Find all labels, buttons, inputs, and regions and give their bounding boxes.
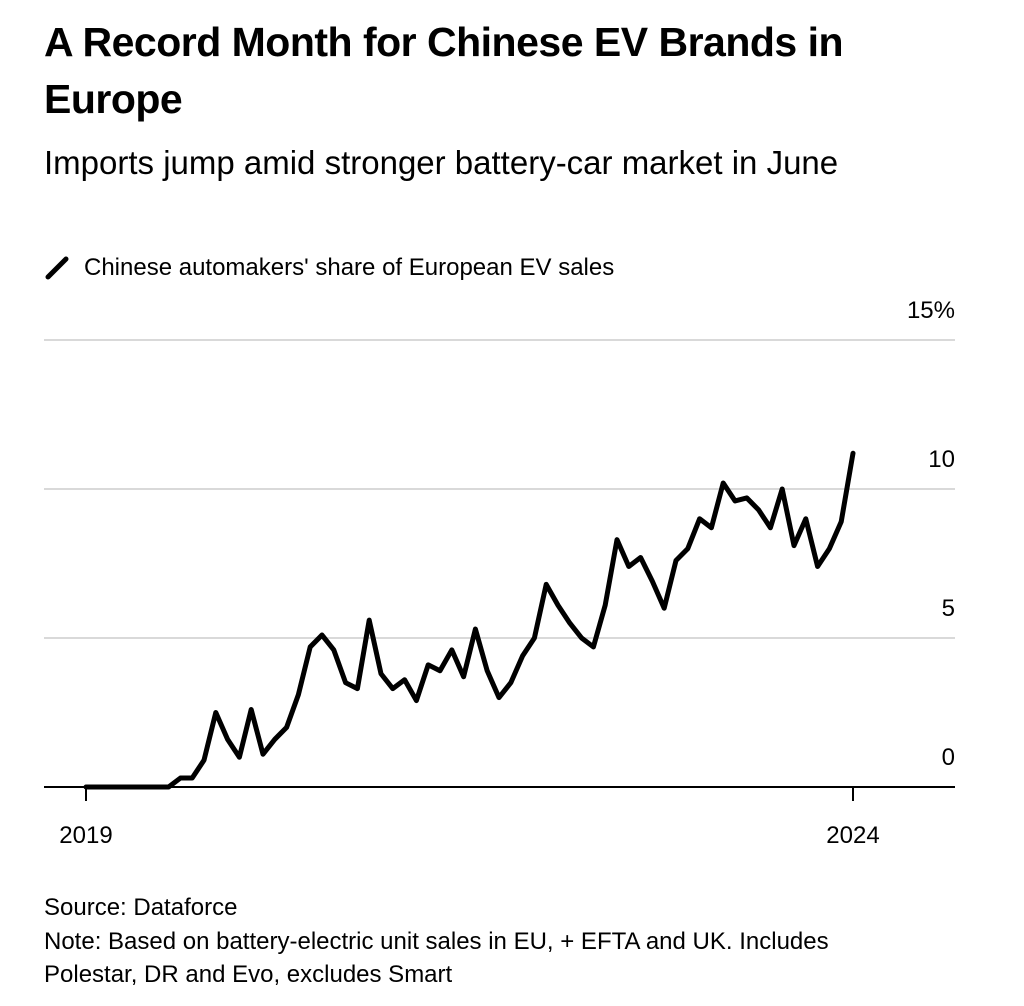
legend-swatch (45, 256, 69, 280)
chart: 0 5 10 15% 2019 2024 (44, 297, 955, 849)
x-tick-label: 2024 (826, 822, 879, 849)
data-line (83, 450, 856, 790)
y-tick-label: 10 (928, 446, 955, 473)
chart-title: A Record Month for Chinese EV Brands in … (44, 19, 844, 122)
note: Note: Based on battery-electric unit sal… (44, 928, 829, 988)
y-tick-label: 15% (907, 297, 955, 324)
y-tick-label: 5 (942, 595, 955, 622)
source: Source: Dataforce (44, 894, 238, 921)
legend: Chinese automakers' share of European EV… (44, 252, 614, 284)
legend-label: Chinese automakers' share of European EV… (84, 254, 615, 281)
chart-subtitle: Imports jump amid stronger battery-car m… (44, 144, 839, 181)
x-tick-label: 2019 (59, 822, 112, 849)
y-tick-label: 0 (942, 744, 955, 771)
